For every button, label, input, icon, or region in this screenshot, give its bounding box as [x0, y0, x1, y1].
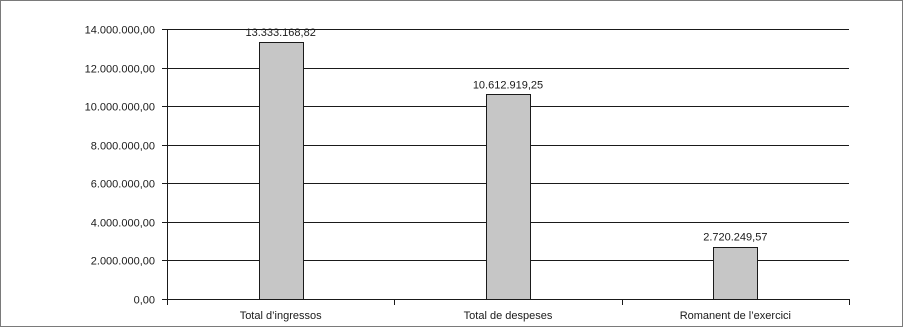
y-tick-label: 0,00 [134, 295, 155, 307]
labels: 0,00 2.000.000,00 4.000.000,00 6.000.000,00… [85, 25, 791, 323]
data-label-2: 10.612.919,25 [473, 79, 543, 91]
x-category-label: Total d’ingressos [240, 310, 322, 322]
bar-1 [259, 42, 304, 300]
x-category-label: Total de despeses [464, 310, 553, 322]
y-tick-label: 12.000.000,00 [85, 64, 155, 76]
data-label-3: 2.720.249,57 [703, 232, 767, 244]
x-category-label: Romanent de l’exercici [680, 310, 791, 322]
y-tick-label: 10.000.000,00 [85, 102, 155, 114]
bars [259, 42, 758, 300]
y-tick-label: 2.000.000,00 [91, 256, 155, 268]
data-label-1: 13.333.168,82 [245, 27, 315, 39]
y-tick-label: 4.000.000,00 [91, 218, 155, 230]
bar-2 [486, 94, 531, 300]
y-tick-label: 6.000.000,00 [91, 179, 155, 191]
bar-3 [713, 247, 758, 300]
y-tick-label: 14.000.000,00 [85, 25, 155, 37]
y-tick-label: 8.000.000,00 [91, 141, 155, 153]
